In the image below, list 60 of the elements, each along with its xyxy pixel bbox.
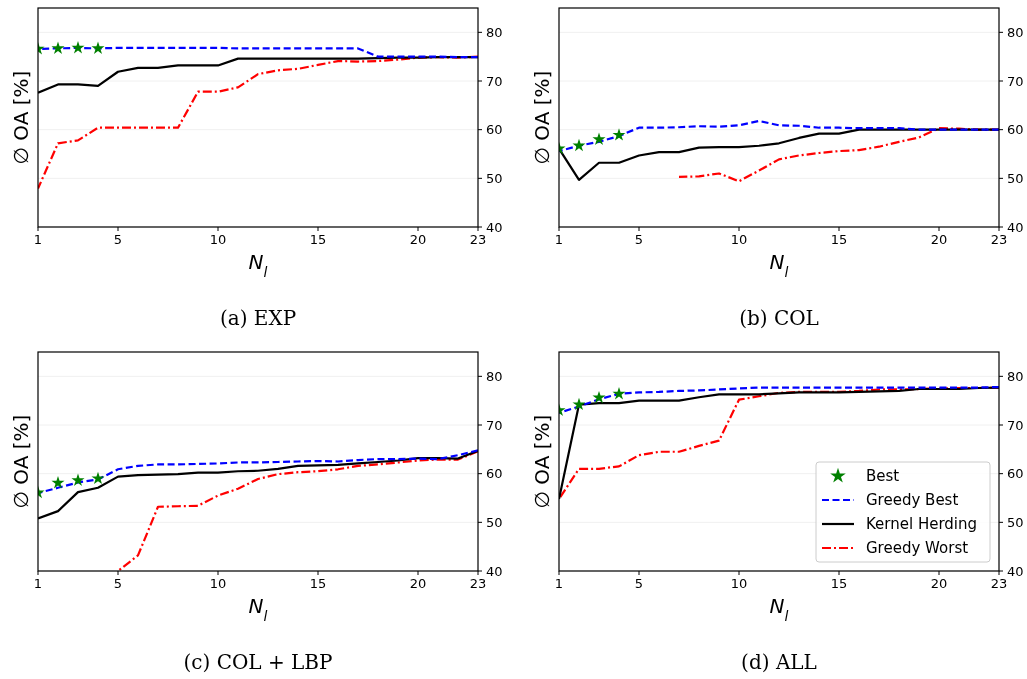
x-tick-label: 23: [990, 576, 1008, 591]
y-tick-label: 50: [486, 514, 503, 530]
x-tick-label: 1: [554, 576, 564, 591]
x-tick-label: 5: [113, 576, 123, 591]
x-tick-label: 15: [830, 232, 848, 247]
legend-label: Greedy Worst: [866, 539, 969, 558]
x-tick-label: 15: [309, 576, 327, 591]
x-tick-label: 5: [634, 576, 644, 591]
text: (a) EXP: [219, 306, 297, 330]
y-axis-title: ∅ OA [%]: [9, 414, 33, 509]
y-tick-label: 50: [1007, 170, 1024, 186]
y-tick-label: 60: [486, 122, 503, 138]
x-axis-title: N$_{l}$: [248, 594, 268, 624]
x-tick-label: 10: [730, 232, 748, 247]
y-tick-label: 70: [486, 417, 503, 433]
y-tick-label: 50: [486, 170, 503, 186]
x-tick-label: 10: [209, 576, 227, 591]
y-tick-label: 60: [486, 466, 503, 482]
x-tick-label: 1: [554, 232, 564, 247]
text: (c) COL + LBP: [183, 650, 333, 674]
x-tick-label: 23: [469, 232, 487, 247]
x-tick-label: 10: [730, 576, 748, 591]
x-tick-label: 20: [930, 232, 948, 247]
x-tick-label: 5: [113, 232, 123, 247]
legend-label: Best: [866, 467, 900, 486]
y-axis-title: ∅ OA [%]: [530, 414, 554, 509]
x-tick-label: 20: [930, 576, 948, 591]
legend-label: Greedy Best: [866, 491, 959, 510]
y-axis-title: ∅ OA [%]: [9, 70, 33, 165]
text: (b) COL: [739, 306, 819, 330]
y-tick-label: 40: [486, 563, 503, 579]
x-axis-title: N$_{l}$: [769, 594, 789, 624]
y-tick-label: 50: [1007, 514, 1024, 530]
text: (d) ALL: [741, 650, 817, 674]
y-tick-label: 70: [1007, 73, 1024, 89]
x-tick-label: 15: [309, 232, 327, 247]
x-axis-title: N$_{l}$: [248, 250, 268, 280]
y-tick-label: 80: [486, 368, 503, 384]
y-tick-label: 40: [486, 219, 503, 235]
y-tick-label: 40: [1007, 563, 1024, 579]
y-tick-label: 70: [1007, 417, 1024, 433]
x-tick-label: 10: [209, 232, 227, 247]
x-tick-label: 23: [990, 232, 1008, 247]
x-tick-label: 5: [634, 232, 644, 247]
x-tick-label: 1: [33, 576, 43, 591]
x-tick-label: 20: [409, 232, 427, 247]
y-tick-label: 40: [1007, 219, 1024, 235]
x-tick-label: 20: [409, 576, 427, 591]
legend-label: Kernel Herding: [866, 515, 978, 534]
x-axis-title: N$_{l}$: [769, 250, 789, 280]
x-tick-label: 23: [469, 576, 487, 591]
y-tick-label: 60: [1007, 122, 1024, 138]
y-tick-label: 70: [486, 73, 503, 89]
y-tick-label: 80: [486, 24, 503, 40]
y-axis-title: ∅ OA [%]: [530, 70, 554, 165]
x-tick-label: 1: [33, 232, 43, 247]
x-tick-label: 15: [830, 576, 848, 591]
y-tick-label: 60: [1007, 466, 1024, 482]
y-tick-label: 80: [1007, 368, 1024, 384]
y-tick-label: 80: [1007, 24, 1024, 40]
